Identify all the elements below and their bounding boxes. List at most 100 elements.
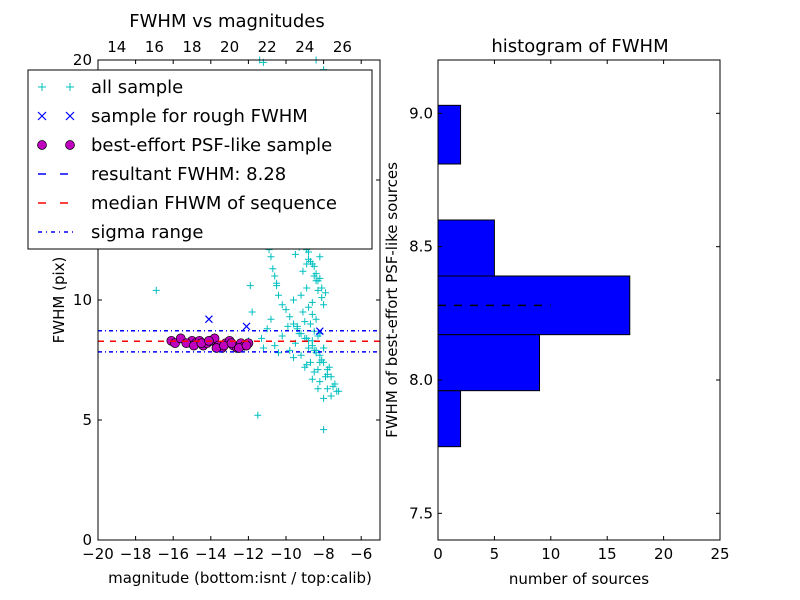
histogram-frame: [437, 59, 721, 541]
all-sample-point: [303, 361, 311, 369]
top-tick-label: 14: [107, 38, 126, 56]
x-tick-label: −10: [270, 545, 302, 563]
scatter-hlines: [98, 329, 380, 353]
scatter-y-label: FWHM (pix): [50, 257, 68, 344]
all-sample-point: [333, 387, 341, 395]
all-sample-point: [282, 306, 290, 314]
all-sample-point: [312, 349, 320, 357]
all-sample-point: [305, 255, 313, 263]
all-sample-point: [320, 344, 328, 352]
all-sample-point: [321, 289, 329, 297]
all-sample-point: [284, 322, 292, 330]
legend-label: sample for rough FWHM: [91, 106, 308, 127]
y-tick-label: 7.5: [409, 504, 433, 522]
legend: all sample sample for rough FWHM best-effo…: [27, 69, 373, 250]
legend-circle-marker: [37, 140, 47, 150]
y-tick-label: 10: [73, 291, 92, 309]
all-sample-point: [259, 344, 267, 352]
y-tick-label: 5: [82, 411, 92, 429]
x-tick-label: 25: [710, 545, 729, 563]
legend-label: all sample: [91, 77, 183, 98]
x-tick-label: −18: [120, 545, 152, 563]
scatter-x-ticks: −20 −18 −16 −14 −12 −10 −8 −6: [82, 60, 372, 563]
all-sample-point: [254, 411, 262, 419]
all-sample-point: [269, 265, 277, 273]
all-sample-point: [293, 322, 301, 330]
legend-entry: sigma range: [38, 222, 203, 243]
sample-for-rough-fwhm-point: [242, 322, 251, 331]
all-sample-point: [263, 325, 271, 333]
y-tick-label: 9.0: [409, 104, 433, 122]
scatter-title: FWHM vs magnitudes: [129, 11, 324, 32]
all-sample-point: [271, 272, 279, 280]
all-sample-point: [314, 286, 322, 294]
all-sample-point: [303, 260, 311, 268]
all-sample-point: [308, 375, 316, 383]
x-tick-label: 5: [490, 545, 500, 563]
all-sample-point: [267, 253, 275, 261]
legend-entry: median FHWM of sequence: [38, 193, 337, 214]
all-sample-point: [273, 279, 281, 287]
all-sample-point: [274, 349, 282, 357]
all-sample-point: [278, 301, 286, 309]
all-sample-point: [312, 277, 320, 285]
histogram-plot: histogram of FWHM 0 5 10 15 20 25 7.5 8.0 8.5 9.…: [383, 36, 730, 588]
y-tick-label: 20: [73, 51, 92, 69]
histogram-title: histogram of FWHM: [491, 36, 668, 57]
all-sample-point: [274, 291, 282, 299]
all-sample-point: [299, 308, 307, 316]
legend-entry: all sample: [38, 77, 183, 98]
legend-entry: sample for rough FWHM: [37, 106, 308, 127]
legend-entries: all sample sample for rough FWHM best-effo…: [37, 77, 337, 243]
all-sample-point: [316, 351, 324, 359]
x-tick-label: 20: [654, 545, 673, 563]
histogram-y-ticks: 7.5 8.0 8.5 9.0: [409, 104, 720, 522]
all-sample-point: [305, 303, 313, 311]
all-sample-point: [271, 342, 279, 350]
top-tick-label: 18: [182, 38, 201, 56]
all-sample-point: [321, 373, 329, 381]
legend-circle-marker: [65, 140, 75, 150]
scatter-x-label: magnitude (bottom:isnt / top:calib): [108, 569, 372, 587]
x-tick-label: −14: [195, 545, 227, 563]
y-tick-label: 8.0: [409, 371, 433, 389]
all-sample-point: [318, 294, 326, 302]
all-sample-point: [301, 318, 309, 326]
x-tick-label: −8: [313, 545, 335, 563]
all-sample-point: [316, 274, 324, 282]
x-tick-label: 10: [541, 545, 560, 563]
all-sample-point: [290, 296, 298, 304]
all-sample-point: [267, 315, 275, 323]
all-sample-point: [329, 382, 337, 390]
all-sample-point: [310, 368, 318, 376]
all-sample-point: [306, 320, 314, 328]
all-sample-point: [320, 301, 328, 309]
histogram-bar: [437, 219, 495, 277]
all-sample-point: [308, 310, 316, 318]
legend-label: resultant FWHM: 8.28: [91, 164, 286, 185]
top-tick-label: 20: [220, 38, 239, 56]
all-sample-point: [299, 267, 307, 275]
all-sample-point: [297, 351, 305, 359]
all-sample-point: [318, 356, 326, 364]
all-sample-point: [290, 320, 298, 328]
all-sample-point: [286, 346, 294, 354]
y-tick-label: 0: [82, 531, 92, 549]
x-tick-label: −12: [233, 545, 265, 563]
legend-entry: best-effort PSF-like sample: [37, 135, 332, 156]
histogram-bar: [437, 275, 631, 336]
all-sample-point: [325, 363, 333, 371]
x-tick-label: −16: [157, 545, 189, 563]
all-sample-point: [152, 286, 160, 294]
histogram-bars: [437, 104, 631, 448]
all-sample-point: [312, 270, 320, 278]
all-sample-point: [318, 284, 326, 292]
sample-for-rough-fwhm-point: [204, 315, 213, 324]
legend-label: median FHWM of sequence: [91, 193, 337, 214]
all-sample-point: [320, 394, 328, 402]
all-sample-point: [286, 313, 294, 321]
y-tick-label: 8.5: [409, 238, 433, 256]
top-tick-label: 16: [145, 38, 164, 56]
all-sample-point: [258, 334, 266, 342]
